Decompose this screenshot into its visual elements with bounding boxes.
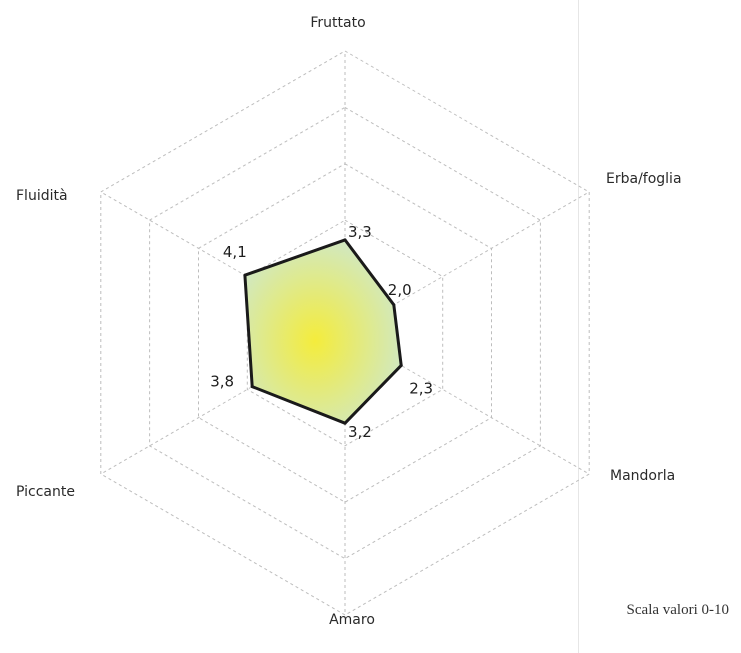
data-point-mandorla xyxy=(399,363,403,367)
axis-label-amaro: Amaro xyxy=(329,612,375,628)
grid-ring xyxy=(149,106,541,560)
axis-label-erba-foglia: Erba/foglia xyxy=(606,171,682,187)
data-point-fruttato xyxy=(343,238,347,242)
axis-label-fruttato: Fruttato xyxy=(310,15,365,31)
data-point-erba-foglia xyxy=(392,303,396,307)
grid-spoke xyxy=(344,191,590,334)
value-label-piccante: 3,8 xyxy=(210,373,234,391)
value-label-amaro: 3,2 xyxy=(348,423,372,441)
value-label-erba-foglia: 2,0 xyxy=(388,281,412,299)
value-label-mandorla: 2,3 xyxy=(409,379,433,397)
axis-label-piccante: Piccante xyxy=(16,484,75,500)
radar-grid xyxy=(100,50,590,616)
series-polygon xyxy=(243,238,403,425)
axis-label-mandorla: Mandorla xyxy=(610,468,675,484)
grid-spoke xyxy=(344,332,590,475)
grid-spoke xyxy=(100,191,346,334)
radar-labels: Fruttato Erba/foglia Mandorla Amaro Piccante… xyxy=(16,15,682,628)
grid-spoke xyxy=(100,332,346,475)
value-label-fluidit-: 4,1 xyxy=(223,243,247,261)
radar-series xyxy=(243,238,403,425)
value-label-fruttato: 3,3 xyxy=(348,223,372,241)
data-point-fluidit- xyxy=(243,273,247,277)
page-divider xyxy=(578,0,579,653)
data-point-piccante xyxy=(250,385,254,389)
scale-note: Scala valori 0-10 xyxy=(626,602,729,618)
axis-label-fluidit-: Fluidità xyxy=(16,188,68,204)
data-point-amaro xyxy=(343,421,347,425)
